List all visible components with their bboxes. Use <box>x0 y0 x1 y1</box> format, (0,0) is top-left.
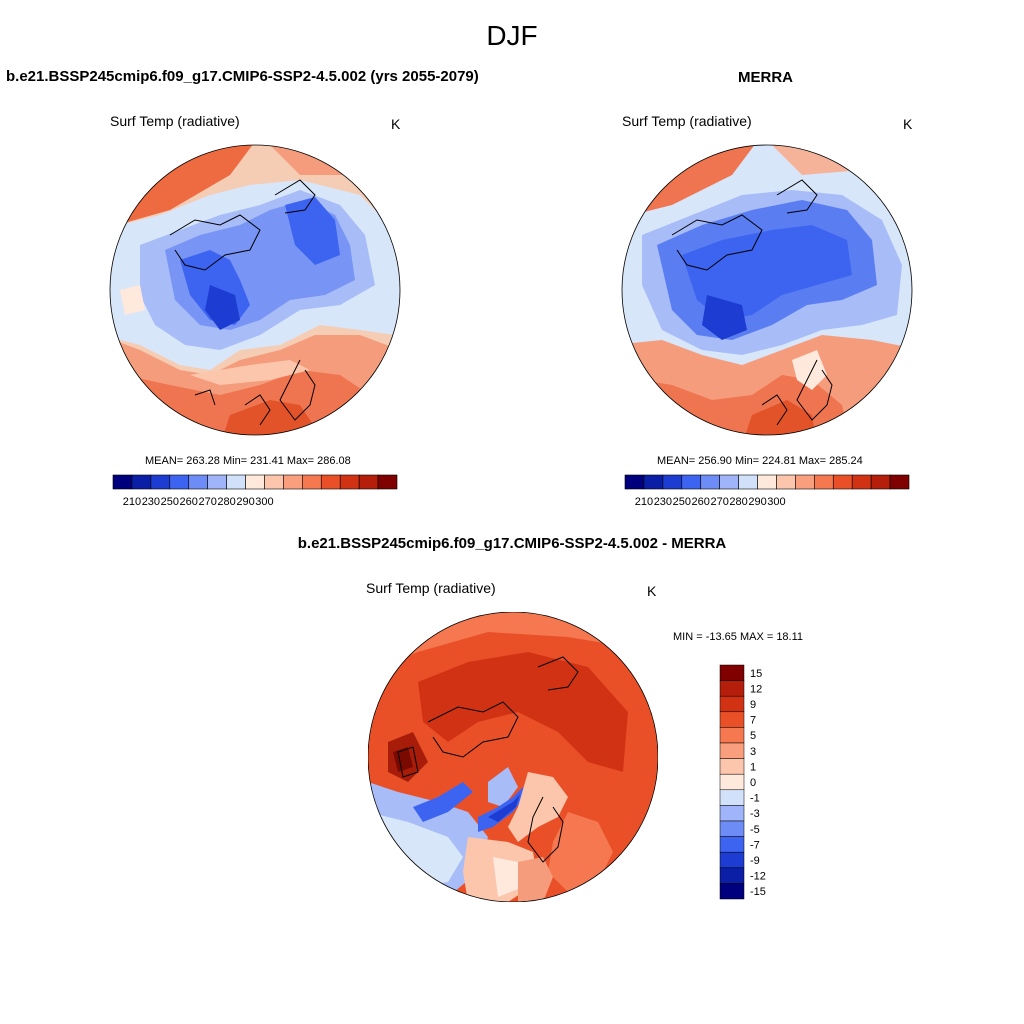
model-polar-map <box>109 144 401 436</box>
colorbar-tick-label: -3 <box>750 808 760 820</box>
colorbar-cell <box>719 820 745 837</box>
colorbar-tick-label: 300 <box>255 496 273 508</box>
colorbar-tick-label: 1 <box>750 761 756 773</box>
colorbar-tick-label: 250 <box>161 496 179 508</box>
colorbar-tick-label: -9 <box>750 855 760 867</box>
colorbar-cell <box>776 474 796 490</box>
diff-units-label: K <box>647 583 657 599</box>
colorbar-tick-label: 210 <box>123 496 141 508</box>
model-stats: MEAN= 263.28 Min= 231.41 Max= 286.08 <box>145 455 351 467</box>
colorbar-cell <box>889 474 910 490</box>
colorbar-tick-label: -5 <box>750 824 760 836</box>
colorbar-cell <box>832 474 853 490</box>
colorbar-cell <box>719 836 745 853</box>
colorbar-cell <box>358 474 379 490</box>
colorbar-cell <box>719 680 745 697</box>
colorbar-tick-label: 0 <box>750 777 756 789</box>
colorbar-tick-label: 15 <box>750 668 762 680</box>
colorbar-cell <box>719 474 739 490</box>
colorbar-cell <box>719 789 745 806</box>
colorbar-tick-label: 210 <box>635 496 653 508</box>
colorbar-cell <box>131 474 152 490</box>
colorbar-tick-label: 280 <box>729 496 747 508</box>
colorbar-tick-label: 230 <box>142 496 160 508</box>
merra-units-label: K <box>903 116 913 132</box>
colorbar-cell <box>757 474 777 490</box>
colorbar-cell <box>719 758 745 775</box>
merra-colorbar: 210 230 250 260 270 280 290 300 <box>624 474 910 508</box>
colorbar-cell <box>188 474 208 490</box>
colorbar-cell <box>624 474 645 490</box>
colorbar-tick-label: 3 <box>750 746 756 758</box>
colorbar-cell <box>719 867 745 884</box>
colorbar-cell <box>719 695 745 713</box>
colorbar-tick-label: 9 <box>750 699 756 711</box>
colorbar-tick-label: 5 <box>750 730 756 742</box>
diff-minmax: MIN = -13.65 MAX = 18.11 <box>673 631 804 643</box>
colorbar-cell <box>700 474 720 490</box>
colorbar-cell <box>719 664 745 681</box>
diff-colorbar: 15 12 9 7 5 3 1 0 -1 -3 -5 -7 -9 -12 -15 <box>719 664 766 900</box>
colorbar-tick-label: 250 <box>673 496 691 508</box>
colorbar-cell <box>150 474 171 490</box>
colorbar-tick-label: 300 <box>767 496 785 508</box>
colorbar-cell <box>719 773 745 791</box>
colorbar-cell <box>283 474 303 490</box>
colorbar-tick-label: 290 <box>748 496 766 508</box>
colorbar-tick-label: 7 <box>750 715 756 727</box>
colorbar-cell <box>795 474 815 490</box>
colorbar-tick-label: -15 <box>750 886 766 898</box>
colorbar-cell <box>814 474 834 490</box>
colorbar-cell <box>719 851 745 869</box>
colorbar-tick-label: -1 <box>750 793 760 805</box>
season-title: DJF <box>486 20 538 51</box>
colorbar-cell <box>738 474 758 490</box>
colorbar-tick-label: 260 <box>180 496 198 508</box>
colorbar-cell <box>851 474 872 490</box>
merra-stats: MEAN= 256.90 Min= 224.81 Max= 285.24 <box>657 455 863 467</box>
colorbar-cell <box>377 474 398 490</box>
merra-variable-label: Surf Temp (radiative) <box>622 113 752 129</box>
diff-variable-label: Surf Temp (radiative) <box>366 580 496 596</box>
model-variable-label: Surf Temp (radiative) <box>110 113 240 129</box>
colorbar-cell <box>339 474 360 490</box>
colorbar-tick-label: 290 <box>236 496 254 508</box>
colorbar-cell <box>302 474 322 490</box>
colorbar-cell <box>643 474 664 490</box>
colorbar-cell <box>719 711 745 728</box>
colorbar-cell <box>719 742 745 759</box>
colorbar-cell <box>264 474 284 490</box>
colorbar-cell <box>719 727 745 744</box>
diff-polar-map <box>368 612 658 902</box>
colorbar-cell <box>320 474 341 490</box>
merra-polar-map <box>621 144 913 436</box>
colorbar-tick-label: 260 <box>692 496 710 508</box>
colorbar-cell <box>245 474 265 490</box>
colorbar-cell <box>870 474 891 490</box>
colorbar-tick-label: -12 <box>750 871 766 883</box>
model-panel-title: b.e21.BSSP245cmip6.f09_g17.CMIP6-SSP2-4.… <box>6 68 479 85</box>
colorbar-cell <box>169 474 190 490</box>
colorbar-tick-label: 270 <box>198 496 216 508</box>
colorbar-tick-label: 12 <box>750 683 762 695</box>
diff-panel-title: b.e21.BSSP245cmip6.f09_g17.CMIP6-SSP2-4.… <box>297 535 727 552</box>
colorbar-cell <box>112 474 133 490</box>
colorbar-cell <box>226 474 246 490</box>
colorbar-tick-label: -7 <box>750 839 760 851</box>
model-units-label: K <box>391 116 401 132</box>
colorbar-cell <box>207 474 227 490</box>
model-colorbar: 210 230 250 260 270 280 290 300 <box>112 474 398 508</box>
colorbar-cell <box>681 474 702 490</box>
colorbar-tick-label: 270 <box>710 496 728 508</box>
colorbar-tick-label: 230 <box>654 496 672 508</box>
colorbar-tick-label: 280 <box>217 496 235 508</box>
merra-panel-title: MERRA <box>738 69 793 86</box>
colorbar-cell <box>662 474 683 490</box>
colorbar-cell <box>719 805 745 822</box>
colorbar-cell <box>719 883 745 900</box>
